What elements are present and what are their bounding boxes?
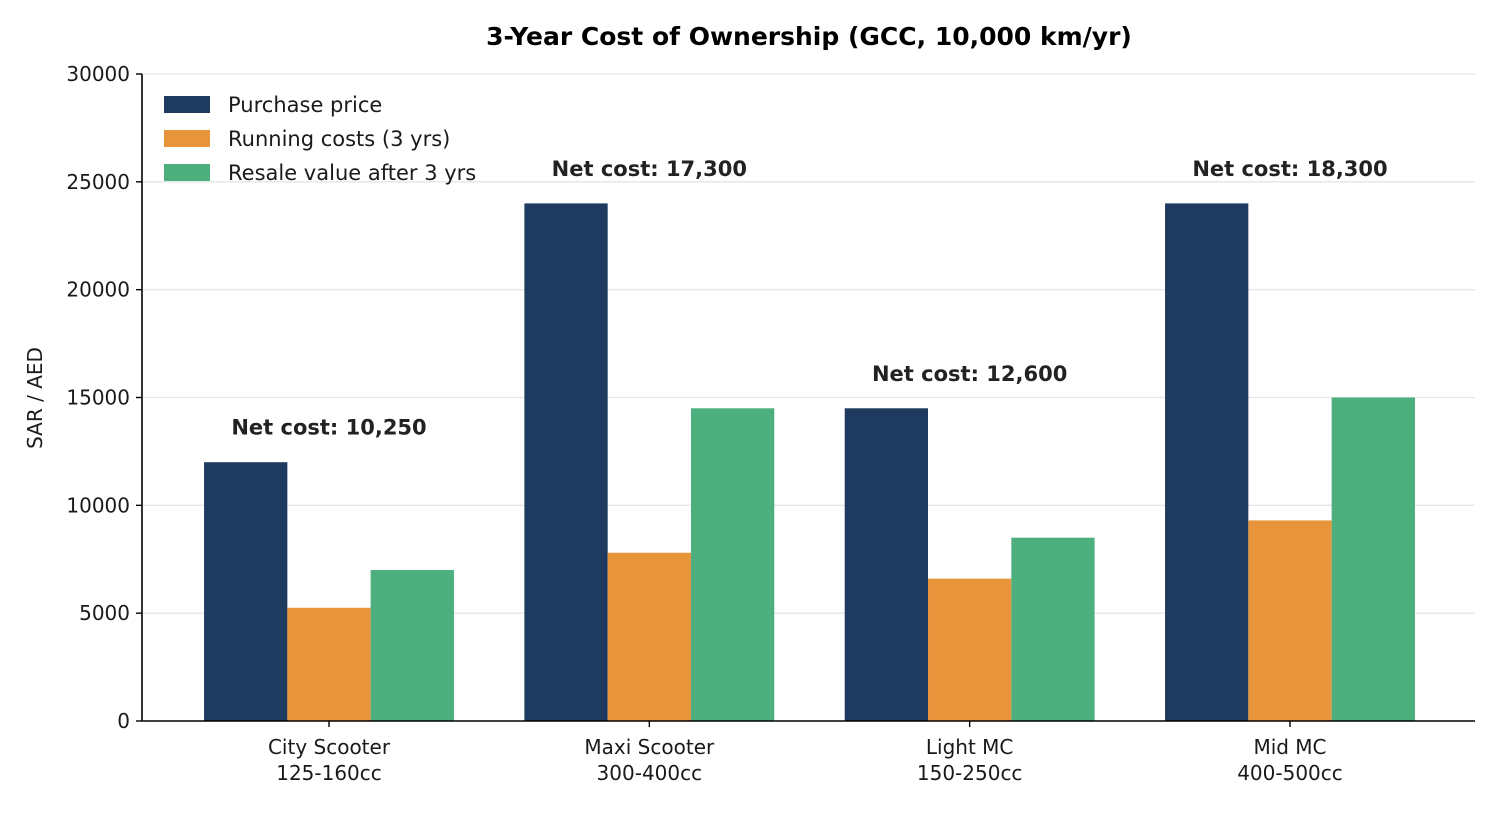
y-tick-label: 25000: [66, 170, 130, 194]
annotations-layer: Net cost: 10,250 Net cost: 17,300 Net cost…: [231, 157, 1387, 440]
bar-running-costs-3-yrs: [1248, 520, 1332, 721]
x-tick-label: 125-160cc: [276, 761, 382, 785]
legend: Purchase price Running costs (3 yrs) Resal…: [164, 93, 476, 185]
bar-purchase-price: [204, 462, 288, 721]
bar-resale-value-after-3-yrs: [690, 408, 775, 721]
x-tick-label: Mid MC: [1253, 735, 1326, 759]
net-cost-label: Net cost: 12,600: [872, 362, 1067, 386]
bar-purchase-price: [844, 408, 929, 721]
x-tick-label: 300-400cc: [597, 761, 703, 785]
bar-running-costs-3-yrs: [287, 607, 371, 721]
bar-purchase-price: [1165, 203, 1249, 721]
y-tick-label: 30000: [66, 62, 130, 86]
x-tick-label: City Scooter: [268, 735, 391, 759]
y-tick-label: 15000: [66, 386, 130, 410]
y-tick-label: 5000: [79, 601, 130, 625]
x-tick-label: 150-250cc: [917, 761, 1023, 785]
legend-swatch: [164, 130, 210, 147]
chart-title: 3-Year Cost of Ownership (GCC, 10,000 km…: [486, 22, 1132, 51]
legend-swatch: [164, 164, 210, 181]
y-tick-label: 10000: [66, 493, 130, 517]
legend-label: Running costs (3 yrs): [228, 127, 450, 151]
net-cost-label: Net cost: 18,300: [1192, 157, 1387, 181]
net-cost-label: Net cost: 17,300: [552, 157, 747, 181]
bar-running-costs-3-yrs: [607, 552, 691, 721]
net-cost-label: Net cost: 10,250: [231, 416, 426, 440]
bar-resale-value-after-3-yrs: [370, 570, 454, 721]
x-tick-label: 400-500cc: [1237, 761, 1343, 785]
bar-resale-value-after-3-yrs: [1331, 397, 1415, 721]
legend-swatch: [164, 96, 210, 113]
ticks-layer: 0 5000 10000 15000 20000 25000 30000 City Scoot…: [66, 62, 1342, 785]
x-tick-label: Light MC: [926, 735, 1014, 759]
bar-running-costs-3-yrs: [928, 578, 1012, 721]
legend-label: Purchase price: [228, 93, 382, 117]
bar-resale-value-after-3-yrs: [1011, 537, 1095, 721]
x-tick-label: Maxi Scooter: [584, 735, 715, 759]
bars-layer: [204, 203, 1415, 721]
y-tick-label: 0: [117, 709, 130, 733]
bar-purchase-price: [524, 203, 608, 721]
y-tick-label: 20000: [66, 278, 130, 302]
y-axis-label: SAR / AED: [23, 347, 47, 449]
legend-label: Resale value after 3 yrs: [228, 161, 476, 185]
